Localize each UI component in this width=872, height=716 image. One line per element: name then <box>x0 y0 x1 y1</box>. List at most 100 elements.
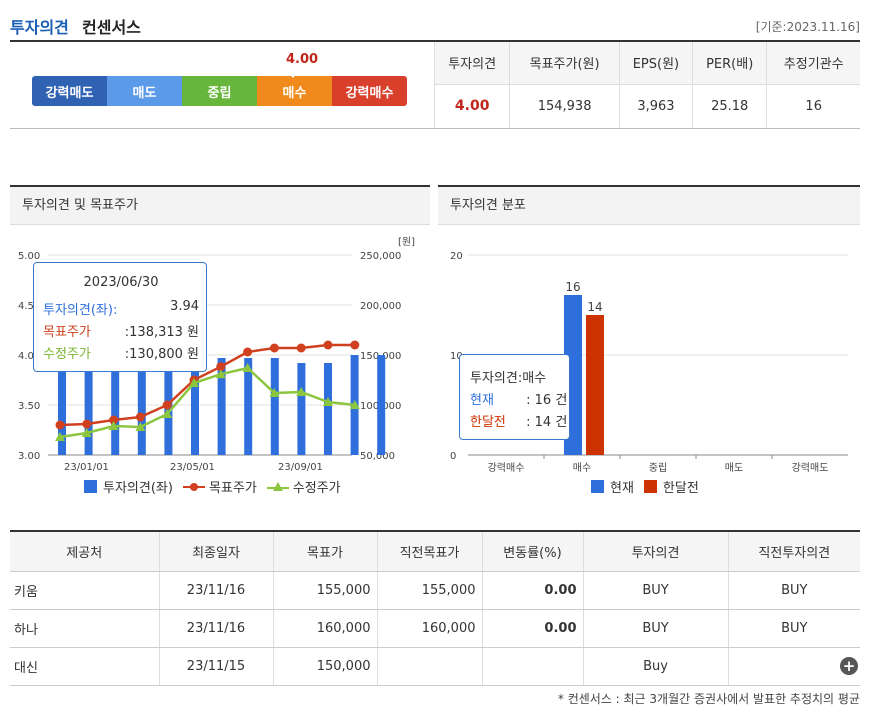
adjusted-price-point <box>162 409 173 418</box>
opinion-bar <box>244 358 253 455</box>
legend-label: 한달전 <box>662 481 699 496</box>
column-header: 직전투자의견 <box>727 531 860 572</box>
cell-date: 23/11/16 <box>158 609 273 648</box>
column-header: 투자의견 <box>582 531 728 572</box>
cell-date: 23/11/16 <box>158 571 273 610</box>
opinion-target-panel: 투자의견 및 목표주가 <box>10 185 430 503</box>
consensus-header: 목표주가(원) <box>509 42 620 85</box>
opinion-bar <box>217 358 226 455</box>
opinion-scale-bar: 강력매도 매도 중립 매수 강력매수 <box>32 76 407 106</box>
legend-label: 목표주가 <box>208 481 257 496</box>
left-tick-label: 5.00 <box>18 251 40 262</box>
legend-line-triangle-icon <box>266 481 289 491</box>
opinion-distribution-panel: 투자의견 분포 <box>438 185 860 503</box>
cell-target: 155,000 <box>272 571 377 610</box>
adjusted-price-point <box>215 369 226 379</box>
x-tick-label: 23/09/01 <box>278 462 323 473</box>
table-row: 하나 23/11/16 160,000 160,000 0.00 BUY BUY <box>10 609 860 648</box>
tooltip-label: 현재 <box>470 393 494 408</box>
target-price-point <box>135 412 145 422</box>
chart-tooltip: 2023/06/30 투자의견(좌): 3.94 목표주가 :138,313 원… <box>33 262 207 372</box>
opinion-score-value: 4.00 <box>286 52 319 67</box>
scale-buy: 매수 <box>257 76 332 106</box>
tooltip-value: :130,800 원 <box>124 347 199 362</box>
opinion-bar <box>324 363 332 455</box>
cell-opinion: BUY <box>582 609 728 648</box>
adjusted-price-point <box>81 428 92 437</box>
opinion-bar <box>297 363 306 455</box>
expand-plus-icon[interactable]: + <box>840 657 858 675</box>
header-title-a: 투자의견 <box>10 18 69 37</box>
cell-target: 160,000 <box>272 609 377 648</box>
footnote: * 컨센서스 : 최근 3개월간 증권사에서 발표한 추정치의 평균 <box>557 692 860 706</box>
score-marker-icon <box>288 72 298 78</box>
y-tick-label: 20 <box>450 251 463 262</box>
consensus-eps: 3,963 <box>618 84 693 128</box>
adjusted-price-point <box>242 363 253 372</box>
cell-prev-opinion: BUY <box>727 609 860 648</box>
tooltip-value: 3.94 <box>170 299 199 314</box>
cell-prev-target: 155,000 <box>376 571 482 610</box>
cell-prev-opinion: + <box>727 647 860 686</box>
panel-title: 투자의견 분포 <box>438 187 860 225</box>
chart-tooltip: 투자의견:매수 현재 : 16 건 한달전 : 14 건 <box>459 354 570 440</box>
legend-label: 현재 <box>610 481 634 496</box>
table-row: 대신 23/11/15 150,000 Buy + <box>10 647 860 686</box>
adjusted-price-point <box>55 432 65 441</box>
target-price-point <box>269 343 279 353</box>
cell-date: 23/11/15 <box>158 647 273 686</box>
consensus-target-price: 154,938 <box>509 84 620 128</box>
category-label: 매수 <box>573 462 591 474</box>
legend-swatch-icon <box>84 480 97 493</box>
right-axis-unit: [원] <box>398 236 415 248</box>
right-tick-label: 200,000 <box>360 301 401 312</box>
legend-item[interactable]: 한달전 <box>643 477 699 496</box>
left-tick-label: 4.50 <box>18 301 40 312</box>
consensus-table: 투자의견 목표주가(원) EPS(원) PER(배) 추정기관수 4.00 15… <box>433 42 860 128</box>
scale-sell: 매도 <box>107 76 182 106</box>
cell-opinion: Buy <box>582 647 728 686</box>
opinion-bar <box>84 358 93 455</box>
cell-change-rate: 0.00 <box>481 571 583 610</box>
target-price-point <box>296 343 306 353</box>
right-tick-label: 50,000 <box>360 451 395 462</box>
legend-item[interactable]: 목표주가 <box>182 477 257 496</box>
tooltip-value: : 16 건 <box>526 393 568 408</box>
tooltip-label: 목표주가 <box>43 325 91 340</box>
target-price-point <box>323 340 333 350</box>
opinion-bar <box>270 358 279 455</box>
adjusted-price-point <box>189 378 199 387</box>
legend-label: 투자의견(좌) <box>103 481 173 496</box>
bar-value-label: 16 <box>565 280 580 294</box>
tooltip-value: :138,313 원 <box>124 325 199 340</box>
consensus-header: 투자의견 <box>433 42 510 85</box>
chart2-legend: 현재 한달전 <box>591 477 709 496</box>
scale-neutral: 중립 <box>182 76 257 106</box>
target-price-point <box>82 419 92 429</box>
page-header: 투자의견 컨센서스 [기준:2023.11.16] <box>10 10 860 42</box>
adjusted-price-point <box>269 388 280 397</box>
left-tick-label: 3.50 <box>18 401 40 412</box>
opinion-bar <box>58 358 66 455</box>
legend-item[interactable]: 투자의견(좌) <box>84 477 173 496</box>
tooltip-row: 현재 : 16 건 <box>470 389 567 408</box>
panel-title: 투자의견 및 목표주가 <box>10 187 430 225</box>
tooltip-label: 투자의견(좌): <box>43 303 118 318</box>
opinion-bar <box>377 355 386 455</box>
cell-target: 150,000 <box>272 647 377 686</box>
right-tick-label: 250,000 <box>360 251 401 262</box>
category-label: 매도 <box>725 462 743 474</box>
legend-item[interactable]: 현재 <box>591 477 634 496</box>
target-price-point <box>350 340 360 350</box>
adjusted-price-point <box>108 421 119 430</box>
legend-swatch-icon <box>591 480 604 493</box>
legend-item[interactable]: 수정주가 <box>266 477 341 496</box>
legend-line-dot-icon <box>182 482 205 491</box>
category-label: 중립 <box>649 461 667 474</box>
broker-report-table: 제공처 최종일자 목표가 직전목표가 변동률(%) 투자의견 직전투자의견 키움… <box>10 530 860 686</box>
table-header-row: 제공처 최종일자 목표가 직전목표가 변동률(%) 투자의견 직전투자의견 <box>10 531 860 572</box>
consensus-opinion: 4.00 <box>433 84 510 128</box>
tooltip-row: 한달전 : 14 건 <box>470 411 567 430</box>
target-price-point <box>109 415 119 425</box>
bar-value-label: 14 <box>587 300 602 314</box>
